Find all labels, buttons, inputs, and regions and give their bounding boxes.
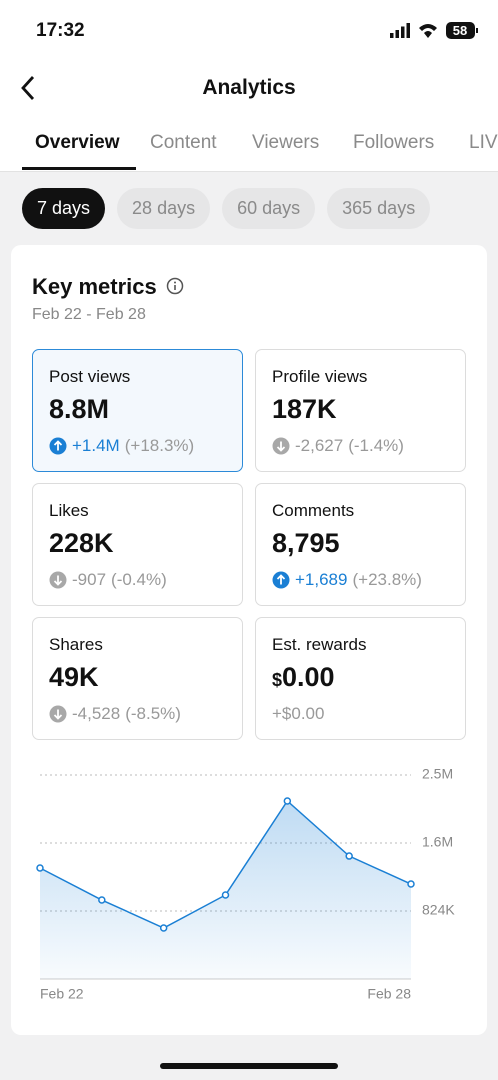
tab[interactable]: LIVE bbox=[469, 132, 498, 153]
metric-change-percent: (-1.4%) bbox=[348, 436, 404, 455]
tab[interactable]: Followers bbox=[353, 132, 435, 153]
metric-value: 8.8M bbox=[49, 394, 109, 425]
metric-currency: $ bbox=[272, 670, 283, 690]
status-time: 17:32 bbox=[36, 20, 85, 41]
metric-card[interactable]: Shares 49K -4,528 (-8.5%) bbox=[32, 617, 243, 740]
date-range: Feb 22 - Feb 28 bbox=[32, 306, 146, 323]
point bbox=[159, 924, 168, 932]
date-filter[interactable]: 7 days bbox=[22, 188, 106, 229]
trend-icon bbox=[272, 437, 290, 455]
metric-number: 187K bbox=[272, 394, 337, 424]
metric-change-value: -4,528 bbox=[72, 704, 121, 723]
point bbox=[283, 797, 292, 805]
tab[interactable]: Content bbox=[150, 132, 217, 153]
metric-change-value: -2,627 bbox=[295, 436, 344, 455]
point bbox=[407, 880, 415, 888]
tab[interactable]: Overview bbox=[35, 132, 120, 153]
metric-change-percent: (+18.3%) bbox=[124, 436, 195, 455]
metric-value: 49K bbox=[49, 662, 99, 693]
y-tick-label: 1.6M bbox=[422, 834, 453, 850]
metric-change: +$0.00 bbox=[272, 704, 324, 724]
point bbox=[36, 864, 44, 872]
battery-level: 58 bbox=[453, 23, 467, 38]
area-fill bbox=[40, 800, 411, 979]
tab[interactable]: Viewers bbox=[252, 132, 320, 153]
metric-label: Est. rewards bbox=[272, 635, 367, 654]
date-filter[interactable]: 60 days bbox=[222, 188, 316, 229]
metric-change: -2,627 (-1.4%) bbox=[272, 436, 404, 456]
y-tick-label: 824K bbox=[422, 902, 455, 918]
metric-card[interactable]: Profile views 187K -2,627 (-1.4%) bbox=[255, 349, 466, 472]
trend-icon bbox=[49, 705, 67, 723]
page-title: Analytics bbox=[202, 76, 296, 99]
metric-change-value: +$0.00 bbox=[272, 704, 325, 723]
metric-card[interactable]: Est. rewards $0.00 +$0.00 bbox=[255, 617, 466, 740]
date-filters: 7 days 28 days 60 days 365 days bbox=[22, 188, 431, 229]
tab-underline bbox=[22, 167, 136, 170]
x-tick-label: Feb 22 bbox=[40, 986, 84, 1002]
metric-number: 8,795 bbox=[272, 528, 340, 558]
status-icons: 58 bbox=[390, 22, 478, 39]
metric-number: 0.00 bbox=[282, 662, 335, 692]
metric-card[interactable]: Likes 228K -907 (-0.4%) bbox=[32, 483, 243, 606]
home-indicator bbox=[160, 1063, 338, 1069]
trend-icon bbox=[272, 571, 290, 589]
metric-label: Likes bbox=[49, 501, 89, 520]
metric-value: 8,795 bbox=[272, 528, 340, 559]
metric-change-percent: (-8.5%) bbox=[125, 704, 181, 723]
trend-icon bbox=[49, 437, 67, 455]
metric-label: Comments bbox=[272, 501, 355, 520]
metric-label: Shares bbox=[49, 635, 103, 654]
metric-card[interactable]: Comments 8,795 +1,689 (+23.8%) bbox=[255, 483, 466, 606]
metric-change: -907 (-0.4%) bbox=[49, 570, 167, 590]
metric-change-value: +1.4M bbox=[72, 436, 120, 455]
metric-label: Post views bbox=[49, 367, 131, 386]
x-tick-label: Feb 28 bbox=[367, 986, 411, 1002]
back-button[interactable] bbox=[18, 74, 42, 102]
trend-icon bbox=[49, 571, 67, 589]
point bbox=[98, 896, 106, 904]
metric-number: 228K bbox=[49, 528, 114, 558]
date-filter[interactable]: 28 days bbox=[117, 188, 211, 229]
card-title: Key metrics bbox=[32, 274, 157, 299]
metric-label: Profile views bbox=[272, 367, 368, 386]
metric-value: 228K bbox=[49, 528, 114, 559]
metric-change: +1.4M (+18.3%) bbox=[49, 436, 194, 456]
date-filter[interactable]: 365 days bbox=[327, 188, 431, 229]
chart: 824K 1.6M 2.5M Feb 22 Feb 28 bbox=[36, 766, 455, 1002]
metric-change: -4,528 (-8.5%) bbox=[49, 704, 181, 724]
metric-change-value: +1,689 bbox=[295, 570, 348, 589]
metric-value: 187K bbox=[272, 394, 337, 425]
metric-change-percent: (-0.4%) bbox=[111, 570, 167, 589]
point bbox=[221, 891, 230, 899]
metric-number: 8.8M bbox=[49, 394, 110, 424]
info-icon[interactable] bbox=[166, 277, 186, 297]
y-tick-label: 2.5M bbox=[422, 766, 453, 782]
metric-change: +1,689 (+23.8%) bbox=[272, 570, 422, 590]
point bbox=[345, 852, 353, 860]
metric-number: 49K bbox=[49, 662, 99, 692]
metric-card[interactable]: Post views 8.8M +1.4M (+18.3%) bbox=[32, 349, 243, 472]
metric-change-value: -907 bbox=[72, 570, 107, 589]
metric-change-percent: (+23.8%) bbox=[352, 570, 422, 589]
top-bar: 17:32 58 Analytics Overview Content Viewer… bbox=[0, 0, 498, 172]
metric-value: $0.00 bbox=[272, 662, 335, 693]
